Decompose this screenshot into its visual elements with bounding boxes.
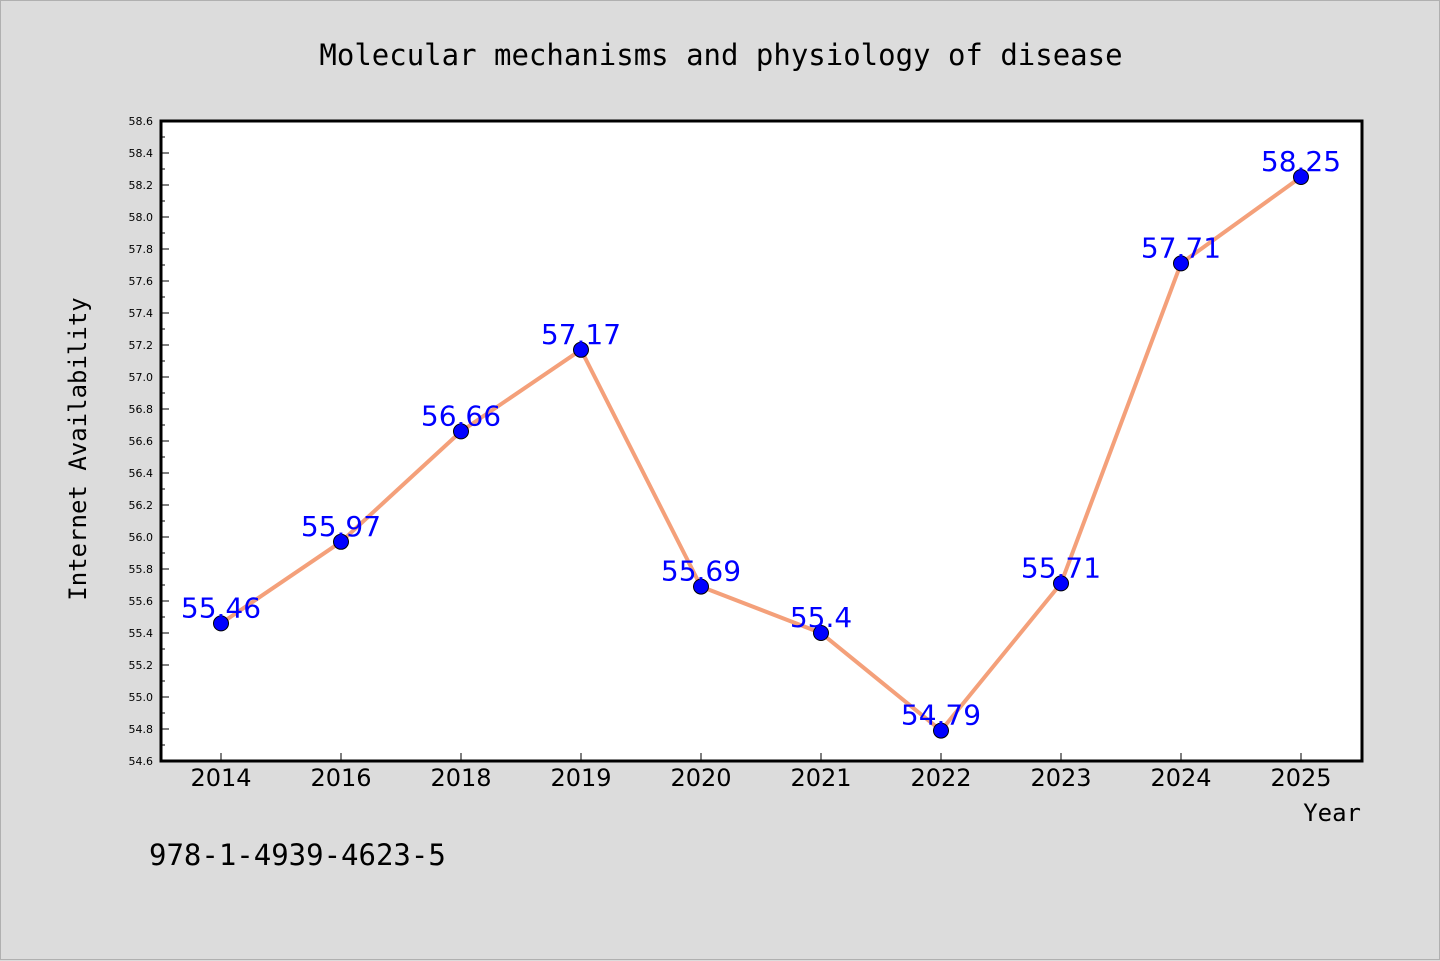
data-label: 58.25 [1261,145,1341,178]
x-tick-label: 2014 [190,764,251,792]
series-line-group [219,175,1303,733]
data-markers [213,169,1309,739]
data-label: 55.97 [301,510,381,543]
y-tick-label: 54.6 [129,755,154,768]
x-tick-label: 2024 [1150,764,1211,792]
data-point [453,423,469,440]
data-point [333,533,349,550]
x-tick-label: 2016 [310,764,371,792]
x-tick-label: 2025 [1270,764,1331,792]
y-tick-label: 55.2 [129,659,154,672]
data-label: 55.46 [181,591,261,624]
y-tick-label: 57.4 [129,307,154,320]
data-label: 55.4 [790,601,852,634]
data-point [693,578,709,595]
x-tick-label: 2023 [1030,764,1091,792]
data-label: 54.79 [901,699,981,732]
y-tick-label: 55.4 [129,627,154,640]
y-tick-label: 57.8 [129,243,154,256]
y-tick-label: 56.8 [129,403,154,416]
x-tick-label: 2020 [670,764,731,792]
data-point [1053,575,1069,592]
y-tick-label: 56.6 [129,435,154,448]
y-tick-label: 55.6 [129,595,154,608]
y-tick-label: 58.0 [129,211,154,224]
x-tick-label: 2018 [430,764,491,792]
y-tick-label: 56.0 [129,531,154,544]
data-label: 55.69 [661,555,741,588]
x-tick-label: 2022 [910,764,971,792]
series-line [219,175,1303,733]
data-point [813,625,829,641]
y-tick-label: 57.2 [129,339,154,352]
data-point [213,615,229,632]
y-tick-label: 54.8 [129,723,154,736]
data-point [1293,169,1309,185]
data-label: 55.71 [1021,551,1101,584]
x-axis: 2014 2016 2018 2019 2020 2021 2022 2023 2024 2025 [190,753,1332,792]
data-point [1173,255,1189,272]
y-tick-label: 55.8 [129,563,154,576]
data-labels: 55.46 55.97 56.66 57.17 55.69 55.4 54.79 55.71 5… [181,145,1341,732]
y-axis: 54.6 54.8 55.0 55.2 55.4 55.6 55.8 56.0 56.2 56.4… [129,115,169,768]
x-tick-label: 2021 [790,764,851,792]
y-axis-label: Internet Availability [64,297,92,600]
y-tick-label: 58.6 [129,115,154,128]
y-tick-label: 56.4 [129,467,154,480]
y-tick-label: 55.0 [129,691,154,704]
y-tick-label: 58.4 [129,147,154,160]
data-label: 57.71 [1141,231,1221,264]
y-tick-label: 57.0 [129,371,154,384]
y-tick-label: 56.2 [129,499,154,512]
data-point [933,722,949,739]
chart-title: Molecular mechanisms and physiology of d… [319,38,1122,72]
y-tick-label: 58.2 [129,179,154,192]
x-tick-label: 2019 [550,764,611,792]
data-label: 56.66 [421,399,501,432]
isbn-text: 978-1-4939-4623-5 [149,838,446,872]
y-tick-label: 57.6 [129,275,154,288]
x-axis-label: Year [1303,799,1361,827]
data-point [573,341,589,358]
plot-area [159,119,1364,763]
data-label: 57.17 [541,318,621,351]
